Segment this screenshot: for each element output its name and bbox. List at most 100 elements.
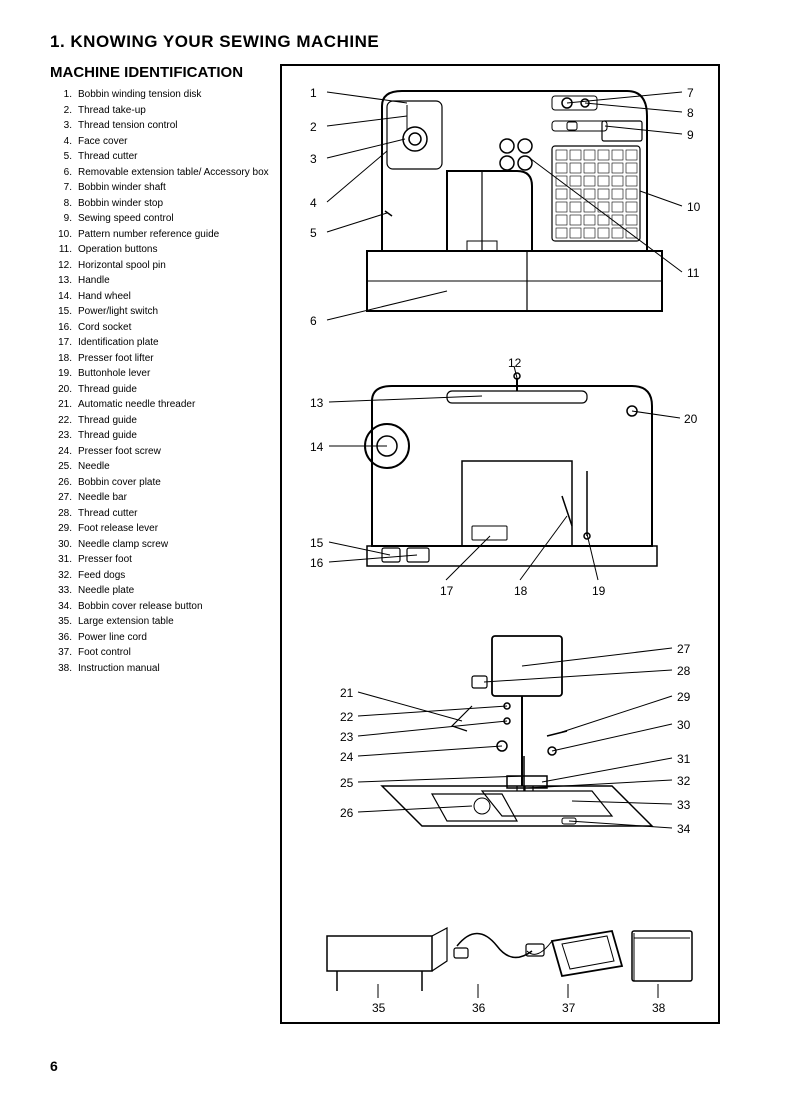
callout-22: 22 xyxy=(340,710,353,724)
parts-list-item: 5.Thread cutter xyxy=(50,149,280,165)
part-number: 8. xyxy=(50,196,72,212)
content-row: MACHINE IDENTIFICATION 1.Bobbin winding … xyxy=(50,64,744,1024)
part-label: Presser foot screw xyxy=(72,444,161,460)
section-title: 1. KNOWING YOUR SEWING MACHINE xyxy=(50,32,744,52)
part-number: 3. xyxy=(50,118,72,134)
part-label: Needle plate xyxy=(72,583,134,599)
parts-list-item: 2.Thread take-up xyxy=(50,103,280,119)
part-label: Pattern number reference guide xyxy=(72,227,219,243)
part-number: 26. xyxy=(50,475,72,491)
parts-list-item: 4.Face cover xyxy=(50,134,280,150)
parts-list-item: 22.Thread guide xyxy=(50,413,280,429)
page-number: 6 xyxy=(50,1058,58,1074)
part-number: 17. xyxy=(50,335,72,351)
left-column: MACHINE IDENTIFICATION 1.Bobbin winding … xyxy=(50,64,280,676)
part-number: 6. xyxy=(50,165,72,181)
parts-list-item: 6.Removable extension table/ Accessory b… xyxy=(50,165,280,181)
callout-4: 4 xyxy=(310,196,317,210)
part-number: 29. xyxy=(50,521,72,537)
callout-12: 12 xyxy=(508,356,521,370)
parts-list-item: 13.Handle xyxy=(50,273,280,289)
callout-28: 28 xyxy=(677,664,690,678)
diagram-svg xyxy=(282,66,722,1026)
callout-13: 13 xyxy=(310,396,323,410)
parts-list-item: 20.Thread guide xyxy=(50,382,280,398)
parts-list-item: 36.Power line cord xyxy=(50,630,280,646)
callout-14: 14 xyxy=(310,440,323,454)
part-number: 35. xyxy=(50,614,72,630)
part-number: 32. xyxy=(50,568,72,584)
parts-list-item: 30.Needle clamp screw xyxy=(50,537,280,553)
part-label: Bobbin cover release button xyxy=(72,599,203,615)
part-label: Instruction manual xyxy=(72,661,160,677)
part-label: Buttonhole lever xyxy=(72,366,150,382)
part-number: 13. xyxy=(50,273,72,289)
part-label: Automatic needle threader xyxy=(72,397,195,413)
parts-list-item: 34.Bobbin cover release button xyxy=(50,599,280,615)
part-label: Thread guide xyxy=(72,413,137,429)
parts-list-item: 37.Foot control xyxy=(50,645,280,661)
callout-11: 11 xyxy=(687,266,699,280)
part-label: Foot release lever xyxy=(72,521,158,537)
part-label: Large extension table xyxy=(72,614,174,630)
part-number: 12. xyxy=(50,258,72,274)
parts-list-item: 16.Cord socket xyxy=(50,320,280,336)
part-number: 20. xyxy=(50,382,72,398)
part-label: Thread cutter xyxy=(72,149,137,165)
parts-list-item: 23.Thread guide xyxy=(50,428,280,444)
part-label: Hand wheel xyxy=(72,289,131,305)
parts-list-item: 9.Sewing speed control xyxy=(50,211,280,227)
part-label: Needle bar xyxy=(72,490,127,506)
callout-3: 3 xyxy=(310,152,317,166)
parts-list-item: 3.Thread tension control xyxy=(50,118,280,134)
diagram-box: 1234567891011131415161220171819212223242… xyxy=(280,64,720,1024)
callout-37: 37 xyxy=(562,1001,575,1015)
part-number: 14. xyxy=(50,289,72,305)
callout-23: 23 xyxy=(340,730,353,744)
parts-list-item: 19.Buttonhole lever xyxy=(50,366,280,382)
part-label: Presser foot lifter xyxy=(72,351,154,367)
part-label: Removable extension table/ Accessory box xyxy=(72,165,269,181)
callout-32: 32 xyxy=(677,774,690,788)
part-number: 36. xyxy=(50,630,72,646)
parts-list-item: 25.Needle xyxy=(50,459,280,475)
part-label: Thread tension control xyxy=(72,118,178,134)
part-number: 11. xyxy=(50,242,72,258)
parts-list-item: 11.Operation buttons xyxy=(50,242,280,258)
part-number: 22. xyxy=(50,413,72,429)
callout-18: 18 xyxy=(514,584,527,598)
callout-15: 15 xyxy=(310,536,323,550)
part-number: 24. xyxy=(50,444,72,460)
part-number: 10. xyxy=(50,227,72,243)
callout-19: 19 xyxy=(592,584,605,598)
callout-36: 36 xyxy=(472,1001,485,1015)
callout-5: 5 xyxy=(310,226,317,240)
callout-20: 20 xyxy=(684,412,697,426)
parts-list-item: 12.Horizontal spool pin xyxy=(50,258,280,274)
part-number: 15. xyxy=(50,304,72,320)
part-label: Presser foot xyxy=(72,552,132,568)
callout-30: 30 xyxy=(677,718,690,732)
callout-1: 1 xyxy=(310,86,317,100)
part-number: 1. xyxy=(50,87,72,103)
part-number: 9. xyxy=(50,211,72,227)
part-number: 21. xyxy=(50,397,72,413)
part-number: 37. xyxy=(50,645,72,661)
parts-list-item: 8.Bobbin winder stop xyxy=(50,196,280,212)
parts-list-item: 17.Identification plate xyxy=(50,335,280,351)
parts-list-item: 10.Pattern number reference guide xyxy=(50,227,280,243)
part-label: Thread take-up xyxy=(72,103,146,119)
parts-list-item: 38.Instruction manual xyxy=(50,661,280,677)
part-label: Bobbin winder stop xyxy=(72,196,163,212)
part-label: Bobbin cover plate xyxy=(72,475,161,491)
part-number: 31. xyxy=(50,552,72,568)
callout-7: 7 xyxy=(687,86,694,100)
part-label: Feed dogs xyxy=(72,568,125,584)
callout-17: 17 xyxy=(440,584,453,598)
callout-25: 25 xyxy=(340,776,353,790)
part-number: 2. xyxy=(50,103,72,119)
part-label: Operation buttons xyxy=(72,242,158,258)
part-label: Power/light switch xyxy=(72,304,158,320)
parts-list-item: 24.Presser foot screw xyxy=(50,444,280,460)
part-label: Needle xyxy=(72,459,110,475)
